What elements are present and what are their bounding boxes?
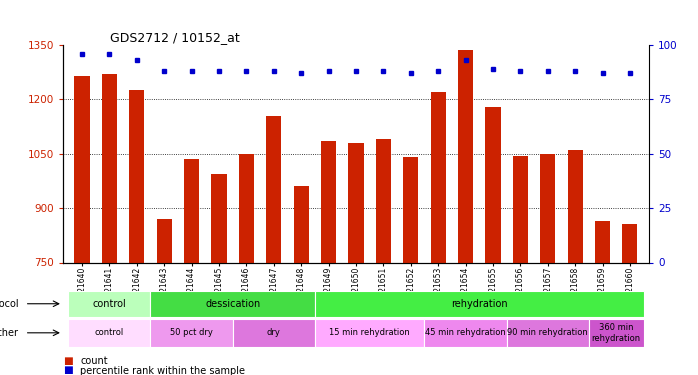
Text: 360 min
rehydration: 360 min rehydration <box>592 323 641 342</box>
Text: 15 min rehydration: 15 min rehydration <box>329 328 410 338</box>
Text: percentile rank within the sample: percentile rank within the sample <box>80 366 245 375</box>
Text: count: count <box>80 356 108 366</box>
Text: other: other <box>0 328 19 338</box>
Bar <box>211 174 227 262</box>
Bar <box>321 141 336 262</box>
Text: GDS2712 / 10152_at: GDS2712 / 10152_at <box>110 31 239 44</box>
Bar <box>266 116 281 262</box>
Bar <box>540 154 556 262</box>
Bar <box>102 74 117 262</box>
Bar <box>595 221 610 262</box>
Bar <box>458 51 473 262</box>
Bar <box>68 319 151 347</box>
Bar <box>348 143 364 262</box>
Text: control: control <box>93 299 126 309</box>
Bar <box>129 90 144 262</box>
Bar <box>75 76 89 262</box>
Text: control: control <box>95 328 124 338</box>
Bar <box>232 319 315 347</box>
Text: ■: ■ <box>63 356 73 366</box>
Bar <box>485 106 500 262</box>
Bar <box>151 319 232 347</box>
Bar <box>239 154 254 262</box>
Text: ■: ■ <box>63 366 73 375</box>
Bar <box>513 156 528 262</box>
Bar <box>507 319 589 347</box>
Bar <box>68 291 151 317</box>
Bar <box>156 219 172 262</box>
Bar <box>315 319 424 347</box>
Bar <box>184 159 199 262</box>
Bar <box>623 224 637 262</box>
Text: dessication: dessication <box>205 299 260 309</box>
Text: protocol: protocol <box>0 299 19 309</box>
Text: rehydration: rehydration <box>451 299 507 309</box>
Text: 45 min rehydration: 45 min rehydration <box>425 328 506 338</box>
Text: dry: dry <box>267 328 281 338</box>
Bar <box>315 291 644 317</box>
Bar <box>567 150 583 262</box>
Bar <box>376 139 391 262</box>
Bar <box>424 319 507 347</box>
Text: 50 pct dry: 50 pct dry <box>170 328 213 338</box>
Bar <box>294 186 309 262</box>
Bar <box>431 92 446 262</box>
Text: 90 min rehydration: 90 min rehydration <box>507 328 588 338</box>
Bar <box>403 158 418 262</box>
Bar <box>589 319 644 347</box>
Bar <box>151 291 315 317</box>
